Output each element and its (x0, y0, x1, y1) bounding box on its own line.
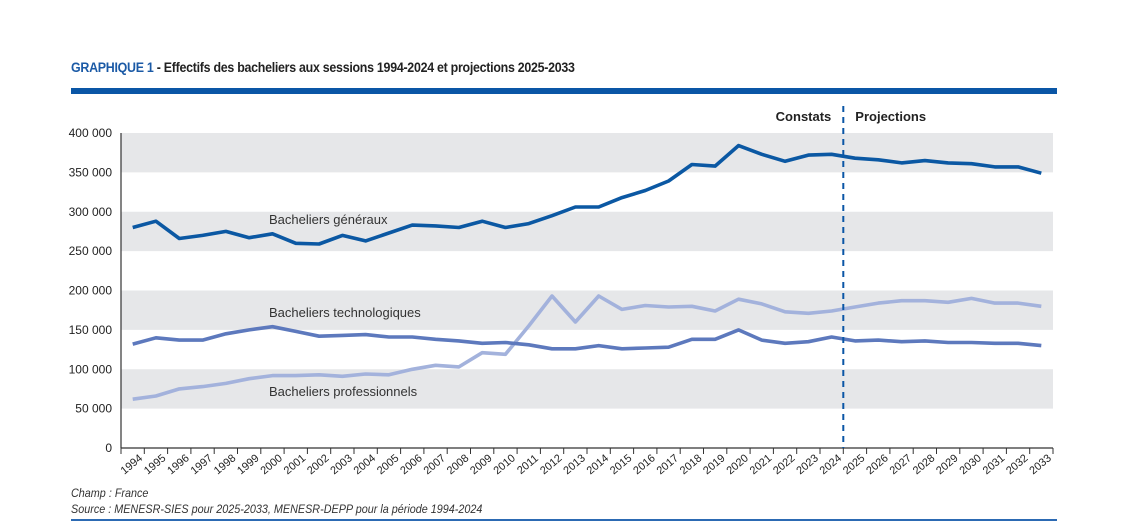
x-tick-label: 2004 (352, 452, 378, 477)
x-tick-label: 2028 (911, 452, 937, 477)
x-tick-label: 2003 (328, 452, 354, 477)
x-tick-label: 2021 (748, 452, 774, 477)
x-tick-label: 2032 (1004, 452, 1030, 477)
series-line-professionnels (132, 294, 1042, 401)
y-tick-label: 300 000 (69, 205, 113, 219)
y-tick-label: 200 000 (69, 284, 113, 298)
x-tick-label: 1998 (212, 452, 238, 477)
x-tick-label: 2031 (981, 452, 1007, 477)
x-tick-label: 2005 (375, 452, 401, 477)
x-tick-label: 1996 (165, 452, 191, 477)
chart-title-text: - Effectifs des bacheliers aux sessions … (153, 60, 575, 75)
x-tick-label: 2020 (724, 452, 750, 477)
bottom-rule (71, 519, 1057, 521)
x-tick-label: 2018 (678, 452, 704, 477)
constats-label: Constats (776, 109, 832, 124)
label-professionnels: Bacheliers professionnels (269, 384, 418, 399)
grid-band (121, 211, 1053, 252)
x-tick-label: 2025 (841, 452, 867, 477)
x-tick-label: 1999 (235, 452, 261, 477)
x-tick-label: 2009 (468, 452, 494, 477)
source-note: Source : MENESR-SIES pour 2025-2033, MEN… (71, 502, 483, 516)
x-tick-label: 2007 (422, 452, 448, 477)
x-tick-label: 2024 (818, 452, 844, 477)
period-divider: Constats Projections (776, 106, 926, 448)
projections-label: Projections (855, 109, 926, 124)
x-tick-label: 2022 (771, 452, 797, 477)
label-generaux: Bacheliers généraux (269, 212, 388, 227)
x-tick-label: 2010 (491, 452, 517, 477)
x-tick-label: 2026 (864, 452, 890, 477)
series-lines (132, 143, 1042, 401)
y-tick-label: 250 000 (69, 244, 113, 258)
x-tick-label: 2030 (957, 452, 983, 477)
chart-title: GRAPHIQUE 1 - Effectifs des bacheliers a… (71, 60, 575, 75)
scope-note: Champ : France (71, 486, 149, 500)
series-labels: Bacheliers généraux Bacheliers technologi… (269, 212, 421, 399)
grid-band (121, 369, 1053, 409)
y-tick-label: 100 000 (69, 362, 113, 376)
label-technologiques: Bacheliers technologiques (269, 305, 421, 320)
x-tick-label: 2000 (258, 452, 284, 477)
y-tick-label: 0 (105, 441, 112, 455)
x-tick-label: 2013 (561, 452, 587, 477)
x-tick-label: 2014 (585, 452, 611, 477)
x-tick-label: 2029 (934, 452, 960, 477)
grid-bands (121, 133, 1053, 409)
x-tick-label: 2011 (515, 453, 541, 477)
x-tick-label: 1995 (142, 452, 168, 477)
y-tick-label: 400 000 (69, 126, 113, 140)
x-tick-label: 2019 (701, 452, 727, 477)
x-tick-label: 2015 (608, 452, 634, 477)
x-tick-label: 2033 (1027, 452, 1053, 477)
x-tick-label: 2008 (445, 452, 471, 477)
x-tick-label: 2016 (631, 452, 657, 477)
x-tick-label: 2012 (538, 452, 564, 477)
y-axis-ticks: 0 50 000 100 000 150 000 200 000 250 000 300 0… (69, 126, 113, 455)
x-tick-label: 2017 (655, 452, 681, 477)
y-tick-label: 350 000 (69, 165, 113, 179)
grid-band (121, 133, 1053, 173)
x-tick-label: 2023 (794, 452, 820, 477)
x-tick-label: 1997 (189, 452, 215, 477)
series-line-generaux (132, 143, 1042, 246)
x-tick-label: 2001 (282, 452, 308, 477)
x-tick-label: 2006 (398, 452, 424, 477)
title-rule (71, 88, 1057, 94)
x-tick-label: 2027 (888, 452, 914, 477)
series-line-technologiques (132, 324, 1042, 351)
y-tick-label: 50 000 (75, 402, 112, 416)
chart-number: GRAPHIQUE 1 (71, 60, 154, 75)
x-tick-label: 2002 (305, 452, 331, 477)
y-tick-label: 150 000 (69, 323, 113, 337)
x-tick-label: 1994 (119, 452, 145, 477)
